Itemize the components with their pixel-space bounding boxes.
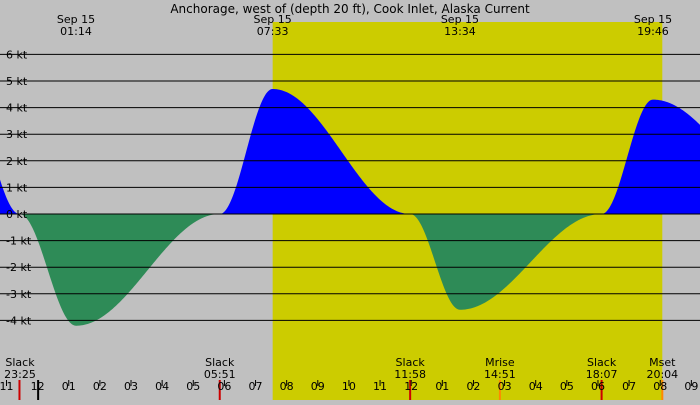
x-tick: [255, 380, 257, 386]
x-tick-label: 08: [653, 380, 667, 393]
x-tick-label: 09: [311, 380, 325, 393]
event-time-label: 18:07: [586, 368, 618, 381]
x-tick: [161, 380, 163, 386]
x-tick-label: 12: [31, 380, 45, 393]
event-marker: [498, 380, 501, 400]
extreme-date-label: Sep 15: [634, 13, 672, 26]
x-tick-label: 04: [529, 380, 543, 393]
x-axis-labels: 11 12 01 02 03 04 05 06 07 08 09 10 11 12 01 02 03 04 05 06…: [0, 380, 698, 393]
event-marker: [18, 380, 21, 400]
x-tick: [223, 380, 225, 386]
x-tick: [597, 380, 599, 386]
x-tick-label: 05: [560, 380, 574, 393]
x-tick-label: 01: [62, 380, 76, 393]
x-tick: [628, 380, 630, 386]
x-tick-label: 01: [435, 380, 449, 393]
x-tick: [441, 380, 443, 386]
y-tick-label: 2 kt: [6, 155, 28, 168]
y-tick-label: 3 kt: [6, 128, 28, 141]
x-tick-label: 07: [249, 380, 263, 393]
x-tick: [504, 380, 506, 386]
event-labels: Slack23:25Slack05:51Slack11:58Mrise14:51…: [4, 356, 678, 381]
x-tick: [130, 380, 132, 386]
event-time-label: 23:25: [4, 368, 36, 381]
x-tick: [99, 380, 101, 386]
extreme-time-label: 01:14: [60, 25, 92, 38]
x-tick: [379, 380, 381, 386]
x-tick-label: 04: [155, 380, 169, 393]
event-name-label: Slack: [396, 356, 426, 369]
extreme-date-label: Sep 15: [57, 13, 95, 26]
x-tick: [690, 380, 692, 386]
extreme-date-label: Sep 15: [254, 13, 292, 26]
ebb-current-area: [0, 214, 700, 326]
event-marker: [661, 380, 664, 400]
x-tick-label: 10: [342, 380, 356, 393]
event-name-label: Mset: [649, 356, 676, 369]
event-marker: [600, 380, 603, 400]
x-tick-label: 11: [373, 380, 387, 393]
x-tick-label: 02: [466, 380, 480, 393]
x-tick: [472, 380, 474, 386]
y-tick-label: 0 kt: [6, 208, 28, 221]
x-tick-label: 02: [93, 380, 107, 393]
x-tick: [192, 380, 194, 386]
x-tick: [659, 380, 661, 386]
x-tick-label: 08: [280, 380, 294, 393]
event-name-label: Slack: [587, 356, 617, 369]
event-time-label: 11:58: [394, 368, 426, 381]
x-tick: [535, 380, 537, 386]
y-tick-label: 6 kt: [6, 48, 28, 61]
x-tick: [410, 380, 412, 386]
y-tick-label: 4 kt: [6, 102, 28, 115]
y-tick-label: 1 kt: [6, 181, 28, 194]
y-tick-label: -4 kt: [6, 314, 32, 327]
x-tick: [6, 380, 7, 386]
x-tick: [317, 380, 319, 386]
extreme-time-label: 13:34: [444, 25, 476, 38]
extreme-date-label: Sep 15: [441, 13, 479, 26]
x-tick: [566, 380, 568, 386]
y-tick-label: -2 kt: [6, 261, 32, 274]
event-name-label: Mrise: [485, 356, 515, 369]
x-tick-label: 12: [404, 380, 418, 393]
x-tick-label: 06: [591, 380, 605, 393]
x-tick-label: 05: [186, 380, 200, 393]
x-tick-label: 03: [124, 380, 138, 393]
x-tick-label: 07: [622, 380, 636, 393]
event-name-label: Slack: [5, 356, 35, 369]
extreme-time-label: 07:33: [257, 25, 289, 38]
x-tick-label: 11: [0, 380, 14, 393]
x-tick-label: 09: [684, 380, 698, 393]
event-marker: [218, 380, 221, 400]
x-tick: [37, 380, 40, 400]
chart-title: Anchorage, west of (depth 20 ft), Cook I…: [170, 2, 530, 16]
x-tick: [348, 380, 350, 386]
extreme-time-label: 19:46: [637, 25, 669, 38]
y-tick-label: 5 kt: [6, 75, 28, 88]
event-time-label: 14:51: [484, 368, 516, 381]
event-time-label: 20:04: [646, 368, 678, 381]
grid-lines: [0, 53, 700, 321]
x-tick: [286, 380, 288, 386]
event-time-label: 05:51: [204, 368, 236, 381]
flood-current-area: [0, 88, 700, 214]
x-tick-label: 03: [498, 380, 512, 393]
event-marker: [409, 380, 412, 400]
x-tick: [68, 380, 70, 386]
event-name-label: Slack: [205, 356, 235, 369]
y-tick-label: -1 kt: [6, 235, 32, 248]
x-tick-label: 06: [217, 380, 231, 393]
y-axis-labels: 6 kt 5 kt 4 kt 3 kt 2 kt 1 kt 0 kt -1 kt -2 kt -3…: [6, 48, 32, 327]
y-tick-label: -3 kt: [6, 288, 32, 301]
x-axis-ticks: [6, 380, 692, 400]
